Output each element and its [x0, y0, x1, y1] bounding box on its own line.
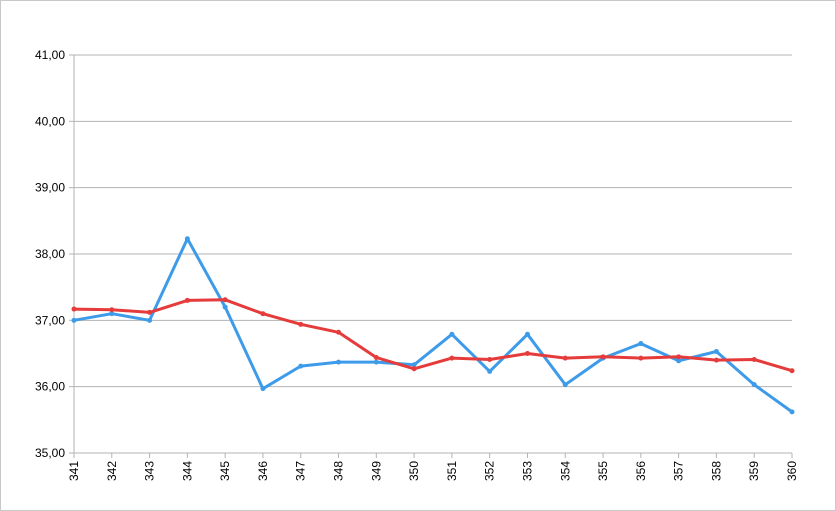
data-point [676, 354, 682, 360]
data-point [109, 311, 115, 317]
y-tick-label: 35,00 [35, 446, 65, 460]
data-point [562, 382, 568, 388]
x-tick-label: 356 [634, 461, 648, 481]
data-point [713, 357, 719, 363]
series-1 [71, 236, 795, 415]
data-point [373, 359, 379, 365]
data-point [638, 355, 644, 361]
data-point [147, 317, 153, 323]
x-tick-label: 349 [369, 461, 383, 481]
data-point [336, 359, 342, 365]
x-tick-label: 354 [558, 461, 572, 481]
data-point [109, 307, 115, 313]
data-point [222, 304, 228, 310]
x-tick-label: 343 [143, 461, 157, 481]
data-point [298, 363, 304, 369]
y-tick-labels: 35,00 36,00 37,00 38,00 39,00 40,00 41,00 [35, 48, 65, 460]
data-point [524, 351, 530, 356]
x-tick-label: 351 [445, 461, 459, 481]
data-point [524, 331, 530, 337]
series-line [72, 237, 794, 414]
data-point [71, 317, 77, 323]
x-tick-label: 353 [520, 461, 534, 481]
x-tick-label: 345 [218, 461, 232, 481]
data-point [751, 356, 757, 362]
data-point [373, 354, 379, 360]
x-tick-label: 346 [256, 461, 270, 481]
series-layer [71, 236, 795, 415]
data-point [260, 311, 266, 317]
series-2 [71, 297, 795, 374]
data-point [676, 358, 682, 364]
x-tick-label: 358 [709, 461, 723, 481]
x-tick-label: 347 [294, 461, 308, 481]
x-tick-label: 344 [180, 461, 194, 481]
data-point [147, 309, 153, 315]
data-point [336, 329, 342, 335]
data-point [184, 236, 190, 242]
y-tick-label: 36,00 [35, 380, 65, 394]
x-tick-label: 348 [332, 461, 346, 481]
gridlines [74, 54, 792, 388]
series-line [72, 298, 794, 373]
y-tick-label: 40,00 [35, 114, 65, 128]
x-tick-label: 355 [596, 461, 610, 481]
data-point [449, 355, 455, 361]
x-tick-labels: 341 342 343 344 345 346 347 348 349 350 351 352 353 3… [67, 461, 799, 481]
data-point [487, 368, 493, 374]
x-tick-label: 341 [67, 461, 81, 481]
data-point [411, 362, 417, 368]
data-point [260, 386, 266, 392]
data-point [562, 355, 568, 361]
x-tick-label: 342 [105, 461, 119, 481]
x-tick-label: 357 [672, 461, 686, 481]
x-tick-label: 352 [483, 461, 497, 481]
data-point [600, 354, 606, 360]
data-point [789, 368, 795, 374]
data-point [713, 349, 719, 355]
axes [69, 54, 793, 458]
data-point [789, 409, 795, 415]
data-point [222, 297, 228, 303]
data-point [411, 366, 417, 372]
data-point [487, 356, 493, 362]
x-tick-label: 360 [785, 461, 799, 481]
y-tick-label: 39,00 [35, 181, 65, 195]
data-point [449, 331, 455, 337]
y-tick-label: 41,00 [35, 48, 65, 62]
data-point [184, 297, 190, 303]
data-point [298, 321, 304, 327]
y-tick-label: 37,00 [35, 313, 65, 327]
data-point [751, 382, 757, 388]
y-tick-label: 38,00 [35, 247, 65, 261]
data-point [638, 341, 644, 347]
x-tick-label: 350 [407, 461, 421, 481]
x-tick-label: 359 [747, 461, 761, 481]
data-point [71, 306, 77, 312]
